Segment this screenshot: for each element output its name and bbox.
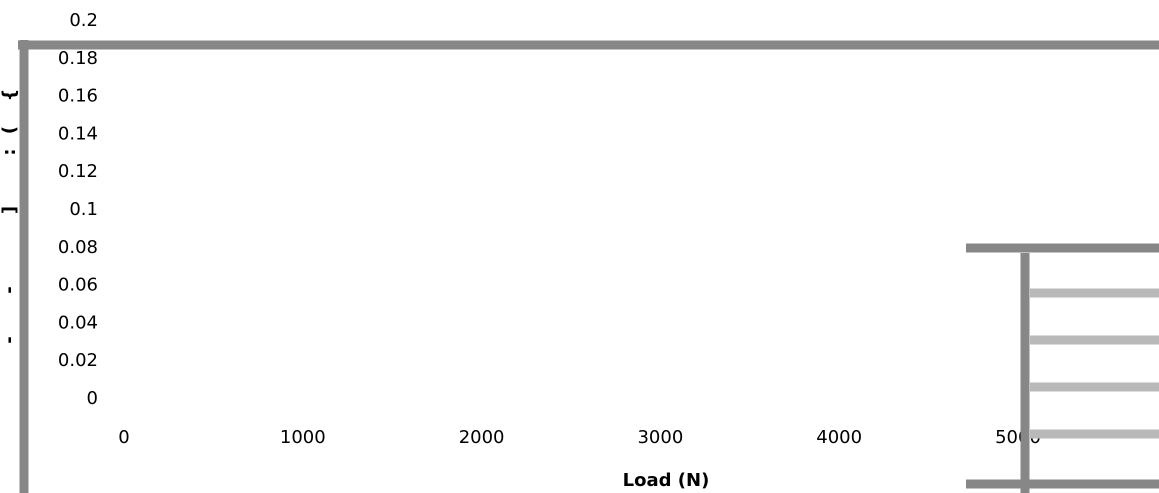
y-axis-title-fragment: ] (0, 206, 20, 214)
y-tick-label: 0.08 (58, 237, 98, 258)
y-axis-title-fragments: { ( : ] - - (0, 89, 20, 344)
y-axis-tick-labels: 0 0.02 0.04 0.06 0.08 0.1 0.12 0.14 0.16 0.18 0.2 (58, 10, 98, 409)
y-tick-label: 0.02 (58, 350, 98, 371)
y-tick-label: 0 (87, 388, 98, 409)
x-tick-label: 0 (118, 427, 129, 448)
outer-frame (18, 40, 1159, 493)
y-axis-title-fragment: ( (0, 126, 20, 134)
y-axis-title-fragment: - (0, 286, 20, 293)
y-axis-title-fragment: { (0, 89, 20, 102)
y-tick-label: 0.16 (58, 86, 98, 107)
y-axis-title-fragment: : (0, 148, 20, 155)
x-axis-tick-labels: 0 1000 2000 3000 4000 5000 (118, 427, 1041, 448)
x-axis-title: Load (N) (623, 470, 710, 491)
y-axis-title-fragment: - (0, 336, 20, 343)
x-tick-label: 1000 (280, 427, 326, 448)
y-tick-label: 0.06 (58, 275, 98, 296)
y-tick-label: 0.1 (69, 199, 98, 220)
y-tick-label: 0.04 (58, 312, 98, 333)
x-tick-label: 3000 (637, 427, 683, 448)
legend-box (966, 243, 1159, 493)
x-tick-label: 2000 (459, 427, 505, 448)
x-tick-label: 4000 (816, 427, 862, 448)
y-tick-label: 0.12 (58, 161, 98, 182)
y-tick-label: 0.2 (69, 10, 98, 31)
y-tick-label: 0.14 (58, 123, 98, 144)
y-tick-label: 0.18 (58, 48, 98, 69)
